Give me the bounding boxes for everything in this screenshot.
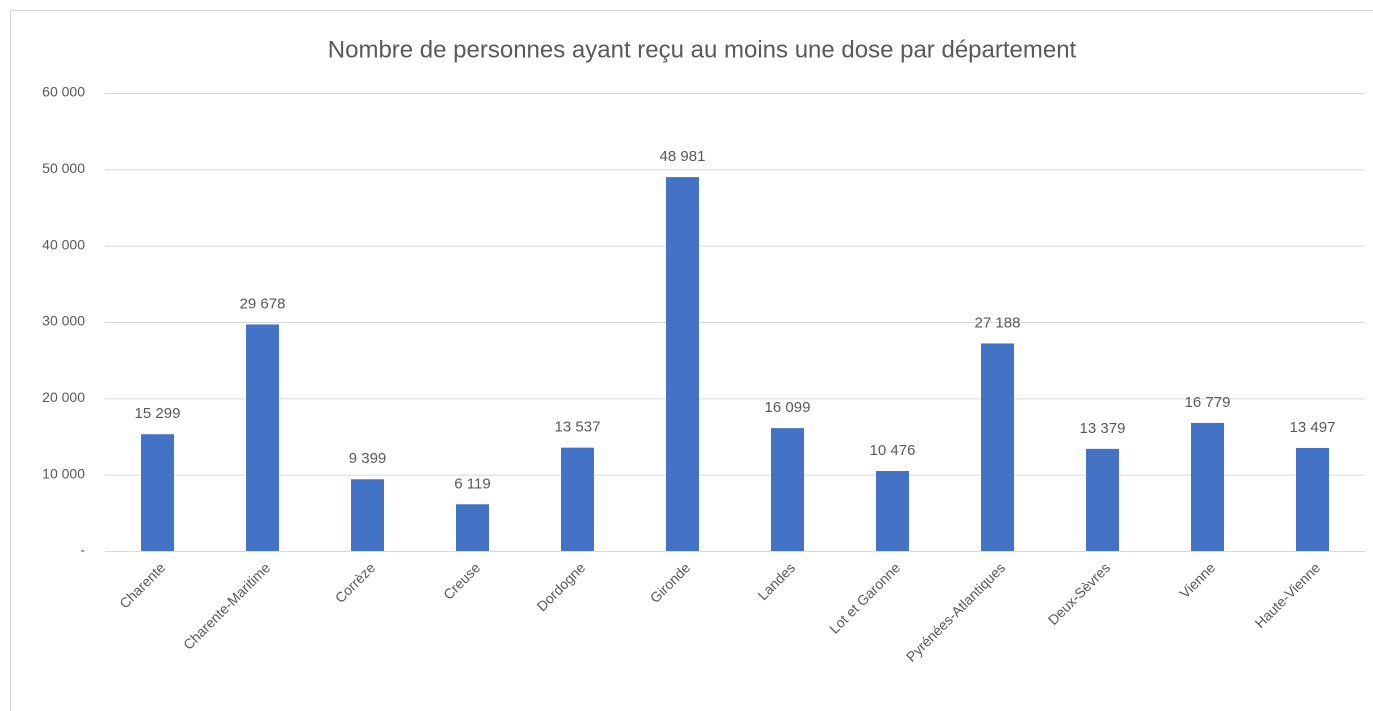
data-label: 10 476 — [870, 442, 916, 459]
data-label: 27 188 — [975, 314, 1021, 331]
bar — [1191, 422, 1224, 551]
bar — [876, 471, 909, 551]
bar — [246, 324, 279, 551]
data-label: 29 678 — [240, 295, 286, 312]
data-label: 16 779 — [1185, 394, 1231, 411]
chart-title: Nombre de personnes ayant reçu au moins … — [328, 36, 1077, 63]
bar — [1086, 448, 1119, 551]
bar — [1296, 447, 1329, 551]
bar — [141, 434, 174, 551]
y-tick-label: 10 000 — [42, 465, 85, 481]
y-tick-label: 60 000 — [42, 84, 85, 100]
data-label: 6 119 — [454, 475, 490, 492]
y-tick-label: 30 000 — [42, 313, 85, 329]
data-label: 13 497 — [1290, 419, 1336, 436]
y-tick-label: - — [80, 542, 85, 558]
data-label: 9 399 — [349, 450, 387, 467]
data-label: 16 099 — [765, 399, 811, 416]
y-tick-label: 50 000 — [42, 160, 85, 176]
data-label: 13 379 — [1080, 420, 1126, 437]
bar — [456, 504, 489, 551]
y-tick-label: 20 000 — [42, 389, 85, 405]
bar — [981, 343, 1014, 551]
y-tick-label: 40 000 — [42, 236, 85, 252]
data-label: 48 981 — [660, 148, 706, 165]
data-label: 13 537 — [555, 419, 601, 436]
data-label: 15 299 — [135, 405, 181, 422]
bar — [666, 177, 699, 551]
bar — [351, 479, 384, 551]
bar — [771, 428, 804, 551]
bar — [561, 447, 594, 551]
